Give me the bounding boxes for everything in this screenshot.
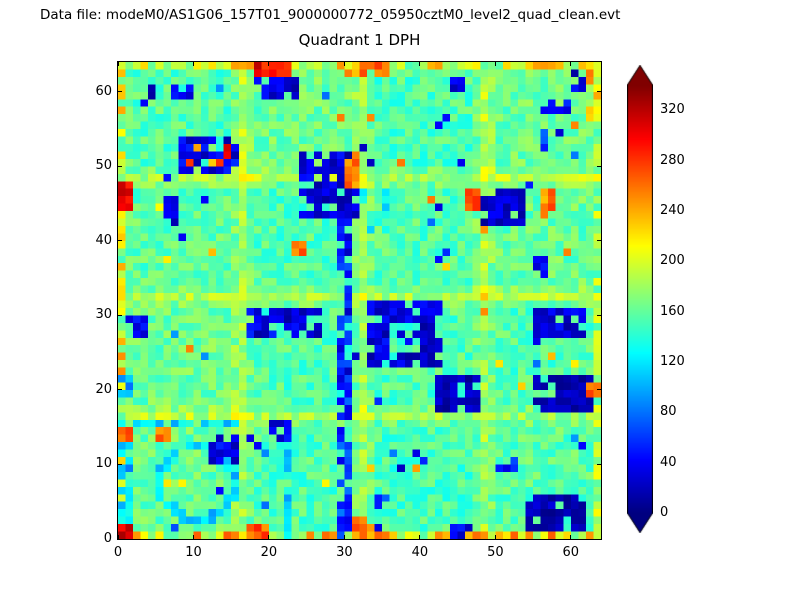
axis-tick-mark bbox=[118, 389, 122, 391]
x-tick-label: 40 bbox=[411, 545, 429, 560]
axis-tick-mark bbox=[597, 240, 601, 242]
axis-tick-mark bbox=[419, 62, 421, 66]
colorbar-tick-label: 120 bbox=[660, 353, 685, 369]
axis-tick-mark bbox=[117, 535, 119, 539]
plot-title: Quadrant 1 DPH bbox=[298, 31, 421, 49]
axis-tick-mark bbox=[268, 62, 270, 66]
x-tick-label: 60 bbox=[562, 545, 580, 560]
colorbar-tick-label: 80 bbox=[660, 404, 677, 420]
colorbar bbox=[627, 65, 653, 533]
y-tick-label: 50 bbox=[95, 158, 112, 174]
y-tick-label: 10 bbox=[95, 456, 112, 472]
axis-tick-mark bbox=[597, 389, 601, 391]
axis-tick-mark bbox=[118, 240, 122, 242]
colorbar-tick-label: 40 bbox=[660, 454, 677, 470]
x-tick-label: 30 bbox=[336, 545, 353, 560]
axis-tick-mark bbox=[597, 538, 601, 540]
axis-tick-mark bbox=[268, 535, 270, 539]
x-tick-label: 50 bbox=[487, 545, 504, 560]
axis-tick-mark bbox=[118, 463, 122, 465]
axis-tick-mark bbox=[118, 538, 122, 540]
y-tick-label: 20 bbox=[95, 381, 112, 397]
data-file-label: Data file: modeM0/AS1G06_157T01_90000007… bbox=[40, 7, 621, 23]
y-tick-label: 60 bbox=[95, 83, 112, 99]
heatmap-canvas bbox=[118, 62, 601, 539]
axis-tick-mark bbox=[343, 535, 345, 539]
axis-tick-mark bbox=[494, 535, 496, 539]
axis-tick-mark bbox=[597, 91, 601, 93]
axis-tick-mark bbox=[192, 535, 194, 539]
axis-tick-mark bbox=[118, 91, 122, 93]
axis-tick-mark bbox=[597, 463, 601, 465]
axis-tick-mark bbox=[343, 62, 345, 66]
x-tick-label: 20 bbox=[260, 545, 278, 560]
plot-area bbox=[117, 61, 602, 540]
colorbar-tick-label: 320 bbox=[660, 102, 685, 118]
axis-tick-mark bbox=[118, 314, 122, 316]
axis-tick-mark bbox=[570, 535, 572, 539]
axis-tick-mark bbox=[117, 62, 119, 66]
axis-tick-mark bbox=[597, 314, 601, 316]
axis-tick-mark bbox=[192, 62, 194, 66]
colorbar-tick-label: 200 bbox=[660, 253, 685, 269]
y-tick-label: 30 bbox=[95, 307, 112, 323]
colorbar-tick-label: 160 bbox=[660, 303, 685, 319]
axis-tick-mark bbox=[570, 62, 572, 66]
axis-tick-mark bbox=[419, 535, 421, 539]
axis-tick-mark bbox=[118, 165, 122, 167]
axis-tick-mark bbox=[494, 62, 496, 66]
axis-tick-mark bbox=[597, 165, 601, 167]
y-tick-label: 0 bbox=[103, 531, 112, 546]
colorbar-tick-label: 280 bbox=[660, 152, 685, 168]
x-tick-label: 10 bbox=[185, 545, 202, 560]
colorbar-tick-label: 240 bbox=[660, 202, 685, 218]
y-tick-label: 40 bbox=[95, 232, 112, 248]
colorbar-tick-label: 0 bbox=[660, 505, 669, 520]
x-tick-label: 0 bbox=[113, 545, 123, 560]
